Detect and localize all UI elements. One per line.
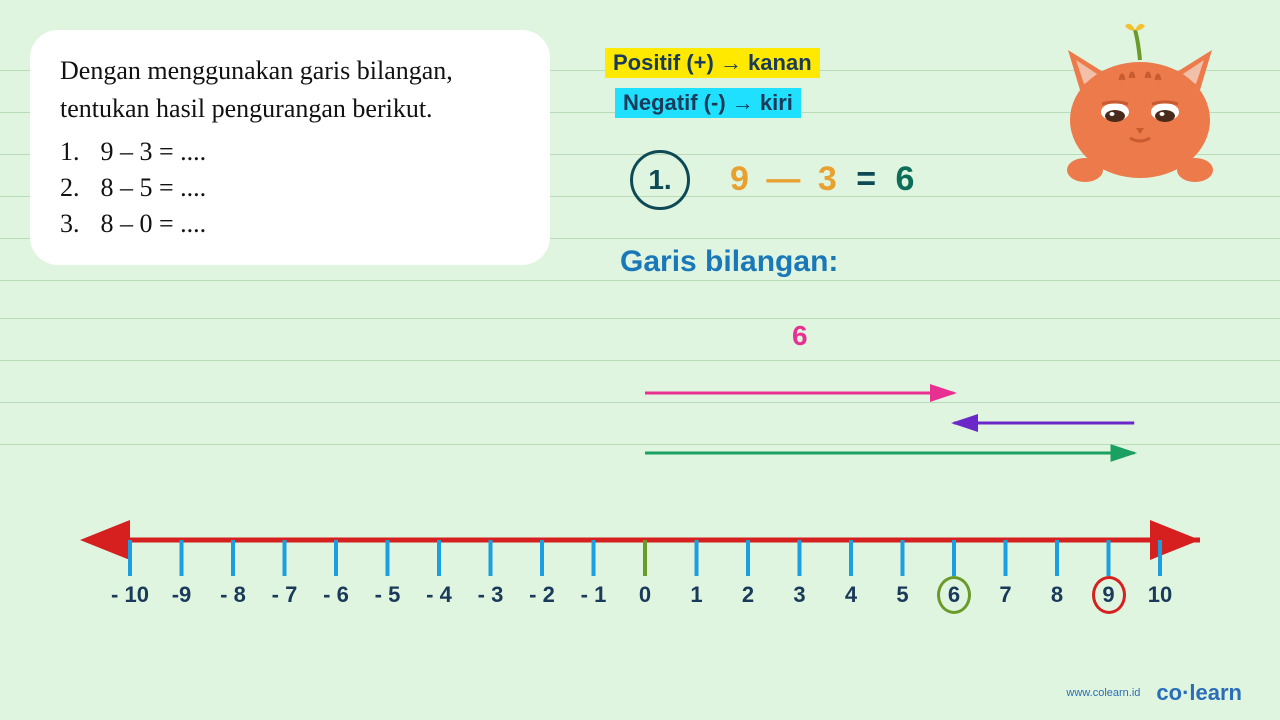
problem-number: 1. [648,164,671,196]
jump-arrows [90,355,1200,455]
tick-label: 4 [845,582,857,608]
tick-label: - 7 [272,582,298,608]
tick-label: -9 [172,582,192,608]
question-item-number: 2. [60,173,94,203]
rule-negative: Negatif (-) → kiri [615,88,801,118]
number-line-label: Garis bilangan: [620,245,838,279]
cat-illustration [1050,20,1230,200]
rule-positive: Positif (+) → kanan [605,48,820,78]
tick-label: - 8 [220,582,246,608]
question-item: 2. 8 – 5 = .... [60,173,520,203]
equation-op: — [766,160,800,198]
question-item: 1. 9 – 3 = .... [60,137,520,167]
tick-label: - 5 [375,582,401,608]
question-item-number: 3. [60,209,94,239]
equation-result: 6 [896,160,915,198]
footer-url: www.colearn.id [1066,687,1140,699]
question-item-number: 1. [60,137,94,167]
tick-label: - 1 [581,582,607,608]
tick-label: 2 [742,582,754,608]
circled-value [1092,576,1126,614]
problem-number-circle: 1. [630,150,690,210]
question-item: 3. 8 – 0 = .... [60,209,520,239]
tick-label: 7 [999,582,1011,608]
footer: www.colearn.id co·learn [1066,680,1242,706]
tick-label: - 3 [478,582,504,608]
tick-label: 3 [793,582,805,608]
tick-label: 0 [639,582,651,608]
equation-a: 9 [730,160,749,198]
tick-label: - 10 [111,582,149,608]
tick-label: 1 [690,582,702,608]
question-item-expr: 8 – 0 = .... [101,209,207,238]
question-card: Dengan menggunakan garis bilangan, tentu… [30,30,550,265]
question-list: 1. 9 – 3 = .... 2. 8 – 5 = .... 3. 8 – 0… [60,137,520,239]
equation-eq: = [856,160,876,198]
equation-b: 3 [818,160,837,198]
number-line: - 10-9- 8- 7- 6- 5- 4- 3- 2- 10123456789… [90,460,1200,620]
tick-label: 10 [1148,582,1172,608]
result-label: 6 [792,320,808,352]
question-title: Dengan menggunakan garis bilangan, tentu… [60,52,520,127]
question-item-expr: 8 – 5 = .... [101,173,207,202]
tick-label: - 4 [426,582,452,608]
footer-logo: co·learn [1156,680,1242,706]
tick-marks [130,540,1160,576]
tick-label: - 2 [529,582,555,608]
equation: 9 — 3 = 6 [730,160,914,199]
tick-label: - 6 [323,582,349,608]
circled-value [937,576,971,614]
tick-label: 8 [1051,582,1063,608]
tick-label: 5 [896,582,908,608]
question-item-expr: 9 – 3 = .... [101,137,207,166]
